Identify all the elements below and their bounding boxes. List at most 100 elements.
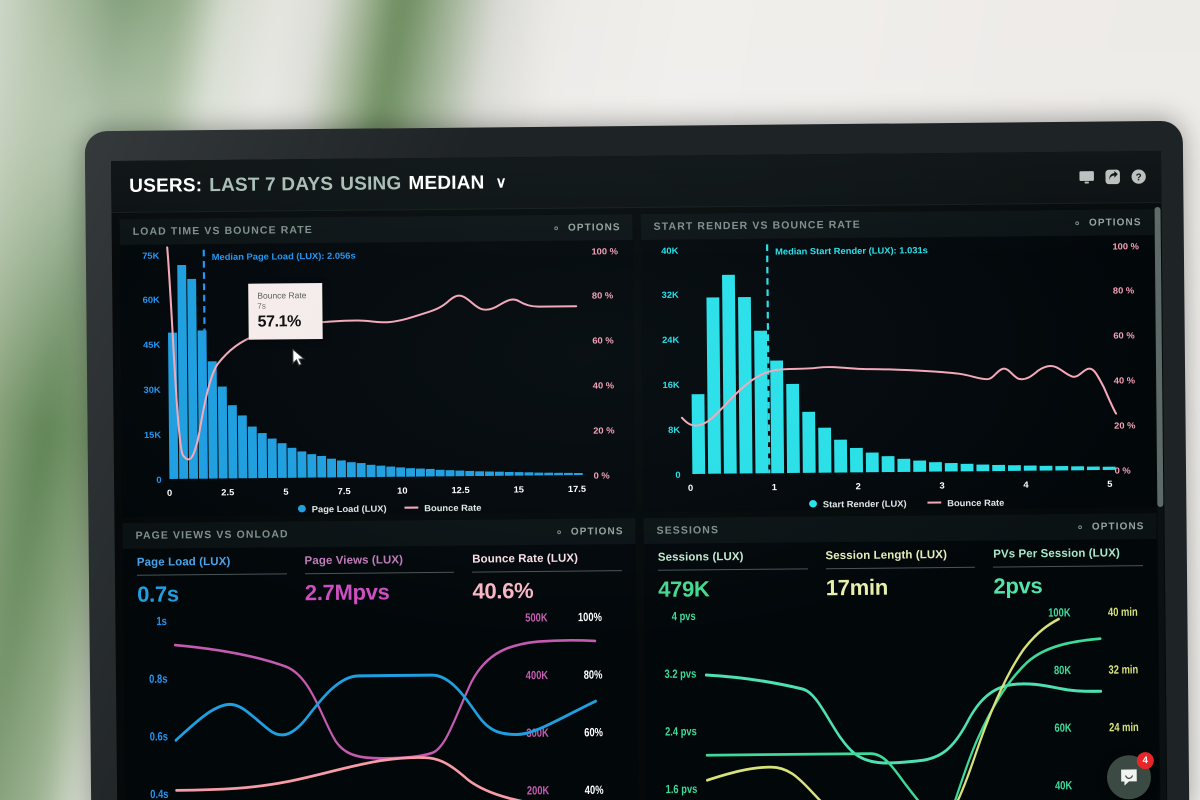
kpi-pvs-per-session[interactable]: PVs Per Session (LUX) 2pvs <box>993 547 1143 599</box>
y2-tick: 40K <box>1055 779 1073 793</box>
app-header: USERS: LAST 7 DAYS USING MEDIAN ∨ ? <box>111 150 1162 214</box>
kpi-row: Sessions (LUX) 479K Session Length (LUX)… <box>644 539 1158 603</box>
kpi-divider <box>825 566 976 570</box>
x-axis: 0 2.5 5 7.5 10 12.5 15 17.5 <box>167 484 586 498</box>
y-tick: 0.4s <box>150 788 168 800</box>
plot-area: Median Start Render (LUX): 1.031s <box>680 244 1118 474</box>
options-label: OPTIONS <box>570 525 624 538</box>
kpi-label: Session Length (LUX) <box>825 549 948 563</box>
kpi-page-load[interactable]: Page Load (LUX) 0.7s <box>137 555 287 607</box>
x-tick: 15 <box>514 485 525 495</box>
kpi-label: Bounce Rate (LUX) <box>472 552 579 566</box>
chart-sessions[interactable]: 4 pvs 3.2 pvs 2.4 pvs 1.6 pvs 100K 80K 6… <box>644 598 1159 800</box>
y-tick: 60K <box>143 295 161 305</box>
median-line <box>766 244 771 474</box>
share-icon[interactable] <box>1104 168 1121 185</box>
panel-title: START RENDER VS BOUNCE RATE <box>653 218 861 233</box>
page-title[interactable]: USERS: LAST 7 DAYS USING MEDIAN ∨ <box>129 172 507 198</box>
chart-start-render-vs-bounce-rate[interactable]: 40K 32K 24K 16K 8K 0 100 % 80 % 60 % 40 … <box>641 235 1157 512</box>
line-series-session-length <box>706 617 1060 800</box>
y-tick: 8K <box>668 425 680 435</box>
help-icon[interactable]: ? <box>1130 168 1147 185</box>
chat-badge: 4 <box>1136 752 1154 770</box>
plot-area <box>173 638 598 800</box>
y2-tick: 100 % <box>591 246 618 256</box>
kpi-divider <box>993 565 1143 568</box>
x-tick: 5 <box>1107 479 1112 489</box>
page-title-aggregation: MEDIAN <box>408 171 485 194</box>
chart-legend: Start Render (LUX) Bounce Rate <box>809 498 1004 509</box>
panel-title: PAGE VIEWS VS ONLOAD <box>135 528 289 542</box>
y-tick: 4 pvs <box>672 610 696 624</box>
options-button[interactable]: OPTIONS <box>554 526 624 538</box>
kpi-session-length[interactable]: Session Length (LUX) 17min <box>825 549 976 601</box>
kpi-page-views[interactable]: Page Views (LUX) 2.7Mpvs <box>304 554 455 606</box>
y3-tick: 40 min <box>1108 606 1138 620</box>
median-line <box>202 249 207 479</box>
x-tick: 12.5 <box>451 485 469 495</box>
y2-tick: 60 % <box>592 336 613 346</box>
page-title-users: USERS: <box>129 174 203 197</box>
chart-page-views-vs-onload[interactable]: 1s 0.8s 0.6s 0.4s 500K 400K 300K 200K 10… <box>123 603 638 800</box>
page-title-range: LAST 7 DAYS <box>209 173 334 196</box>
kpi-bounce-rate[interactable]: Bounce Rate (LUX) 40.6% <box>472 552 622 604</box>
options-button[interactable]: OPTIONS <box>551 222 621 234</box>
panel-start-render-vs-bounce-rate: START RENDER VS BOUNCE RATE OPTIONS 40K … <box>640 209 1157 512</box>
legend-label: Bounce Rate <box>424 503 481 513</box>
panel-body: 4 pvs 3.2 pvs 2.4 pvs 1.6 pvs 100K 80K 6… <box>644 598 1159 800</box>
kpi-label: PVs Per Session (LUX) <box>993 547 1120 561</box>
tooltip-subtitle: 7s <box>257 301 266 311</box>
tooltip-title: Bounce Rate <box>257 290 307 301</box>
line-series-bounce-rate <box>166 246 578 461</box>
kpi-divider <box>472 570 622 573</box>
y2-tick: 60K <box>1054 722 1072 736</box>
y-tick: 24K <box>662 335 680 345</box>
panel-header: PAGE VIEWS VS ONLOAD OPTIONS <box>122 518 636 549</box>
y-tick: 1s <box>156 615 167 628</box>
header-icon-group: ? <box>1078 168 1147 186</box>
y3-tick: 100% <box>578 611 602 625</box>
kpi-label: Page Views (LUX) <box>304 554 404 568</box>
panel-title: LOAD TIME VS BOUNCE RATE <box>132 224 313 238</box>
y2-tick: 20 % <box>593 426 614 436</box>
options-button[interactable]: OPTIONS <box>1072 217 1142 229</box>
kpi-label: Sessions (LUX) <box>657 550 744 564</box>
chart-load-time-vs-bounce-rate[interactable]: 75K 60K 45K 30K 15K 0 100 % 80 % 60 % 40… <box>120 240 636 517</box>
y2-tick: 80K <box>1054 664 1072 678</box>
x-tick: 7.5 <box>338 486 351 496</box>
legend-label: Page Load (LUX) <box>312 504 387 514</box>
y-tick: 75K <box>142 251 160 261</box>
y3-tick: 60% <box>584 726 603 740</box>
y2-tick: 40 % <box>1114 376 1135 386</box>
x-tick: 1 <box>772 482 777 492</box>
kpi-value: 2pvs <box>993 573 1043 599</box>
legend-dot-icon <box>809 499 817 508</box>
y-tick: 0 <box>156 475 161 485</box>
y3-tick: 80% <box>584 669 603 683</box>
y-tick: 0.8s <box>149 673 167 687</box>
x-axis: 0 1 2 3 4 5 <box>688 479 1113 493</box>
x-tick: 5 <box>283 487 288 497</box>
y-tick: 0 <box>675 470 680 480</box>
chat-widget-button[interactable]: 4 <box>1106 752 1154 800</box>
y2-tick: 40 % <box>593 381 614 391</box>
chevron-down-icon[interactable]: ∨ <box>495 173 507 191</box>
panel-body: 1s 0.8s 0.6s 0.4s 500K 400K 300K 200K 10… <box>123 603 638 800</box>
line-series-page-views <box>173 638 597 760</box>
kpi-sessions[interactable]: Sessions (LUX) 479K <box>658 550 808 602</box>
kpi-divider <box>304 571 455 575</box>
panel-sessions: SESSIONS OPTIONS Sessions (LUX) 479K <box>643 513 1160 800</box>
monitor-icon[interactable] <box>1078 169 1095 186</box>
y2-tick: 20 % <box>1114 421 1135 431</box>
options-button[interactable]: OPTIONS <box>1075 521 1145 533</box>
bar-series-page-load <box>168 264 583 479</box>
panel-header: START RENDER VS BOUNCE RATE OPTIONS <box>640 209 1154 240</box>
page-title-using: USING <box>340 172 402 195</box>
y-tick: 32K <box>662 290 680 300</box>
kpi-label: Page Load (LUX) <box>136 555 231 569</box>
x-tick: 4 <box>1023 480 1029 490</box>
x-tick: 2.5 <box>221 487 234 497</box>
y3-tick: 32 min <box>1108 663 1138 677</box>
y-tick: 16K <box>662 380 680 390</box>
kpi-value: 479K <box>658 576 710 602</box>
